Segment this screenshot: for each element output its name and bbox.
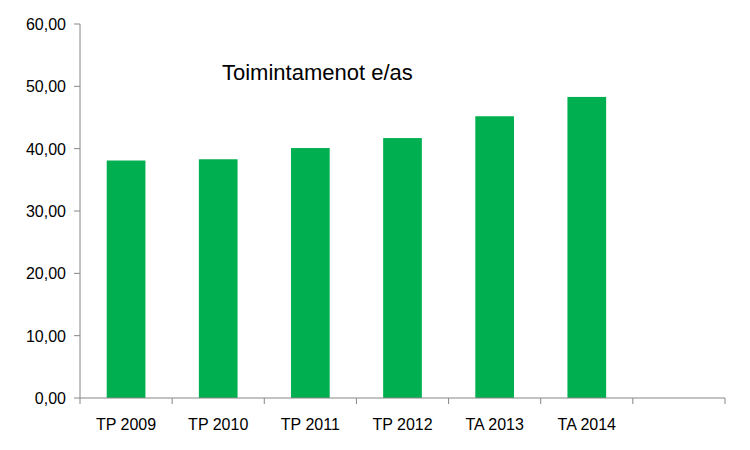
x-tick (632, 398, 633, 404)
y-axis (80, 24, 81, 398)
x-axis (80, 398, 725, 399)
bar (199, 159, 238, 398)
y-tick (74, 211, 80, 212)
x-tick-label: TP 2012 (372, 416, 432, 433)
x-tick (80, 398, 81, 404)
x-tick (725, 398, 726, 404)
x-tick-label: TP 2011 (281, 416, 340, 433)
bar (383, 138, 422, 398)
bar (475, 116, 514, 398)
bar (291, 148, 330, 398)
y-tick-label: 40,00 (26, 141, 66, 158)
chart-container: 0,00 10,00 20,00 30,00 40,00 50,00 60,00 TP 200… (0, 0, 750, 450)
y-tick-label: 10,00 (26, 328, 66, 345)
chart-title: Toimintamenot e/as (222, 60, 413, 85)
x-tick-label: TP 2010 (188, 416, 248, 433)
bar (567, 97, 606, 398)
chart-svg: 0,00 10,00 20,00 30,00 40,00 50,00 60,00 TP 200… (0, 0, 750, 450)
y-tick (74, 335, 80, 336)
y-tick (74, 86, 80, 87)
y-tick (74, 148, 80, 149)
x-tick (448, 398, 449, 404)
y-tick (74, 24, 80, 25)
bars (107, 97, 606, 398)
x-tick-label: TP 2009 (96, 416, 156, 433)
y-tick (74, 273, 80, 274)
y-tick-label: 0,00 (35, 390, 66, 407)
x-tick (540, 398, 541, 404)
y-tick-label: 60,00 (26, 16, 66, 33)
x-tick (264, 398, 265, 404)
y-tick (74, 398, 80, 399)
x-tick (356, 398, 357, 404)
bar (107, 161, 146, 398)
y-tick-label: 20,00 (26, 265, 66, 282)
x-tick-label: TA 2014 (558, 416, 617, 433)
x-tick (172, 398, 173, 404)
y-tick-label: 30,00 (26, 203, 66, 220)
y-tick-label: 50,00 (26, 78, 66, 95)
background (0, 0, 750, 450)
x-tick-label: TA 2013 (465, 416, 524, 433)
